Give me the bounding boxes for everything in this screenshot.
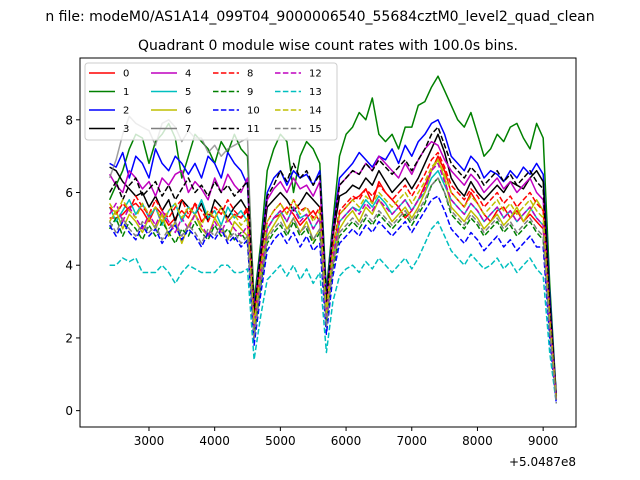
series-line-4 — [108, 140, 558, 400]
series-line-14 — [108, 159, 558, 400]
y-axis: 0 2 4 6 8 — [65, 113, 80, 418]
legend-label-7: 7 — [185, 124, 191, 135]
legend-label-15: 15 — [309, 124, 322, 135]
legend-label-11: 11 — [247, 124, 260, 135]
legend-label-9: 9 — [247, 87, 253, 98]
series-line-13 — [109, 220, 558, 404]
legend-label-3: 3 — [123, 124, 129, 135]
legend-label-1: 1 — [123, 87, 129, 98]
legend-label-2: 2 — [123, 106, 129, 117]
legend-label-12: 12 — [309, 69, 322, 80]
legend-label-5: 5 — [185, 87, 191, 98]
figure-suptitle: n file: modeM0/AS1A14_099T04_9000006540_… — [45, 9, 594, 25]
x-axis: 3000 4000 5000 6000 7000 8000 9000 — [134, 427, 559, 448]
y-tick-label: 2 — [65, 331, 73, 345]
x-tick-label: 8000 — [462, 434, 493, 448]
legend-label-14: 14 — [309, 106, 322, 117]
legend-frame — [84, 62, 338, 141]
legend-label-4: 4 — [185, 69, 191, 80]
x-offset-label: +5.0487e8 — [509, 455, 576, 469]
x-tick-label: 3000 — [134, 434, 165, 448]
x-tick-label: 9000 — [528, 434, 559, 448]
legend-label-10: 10 — [247, 106, 260, 117]
y-tick-label: 8 — [65, 113, 73, 127]
series-line-12 — [108, 162, 558, 400]
series-line-10 — [108, 195, 558, 404]
x-tick-label: 5000 — [265, 434, 296, 448]
series-line-8 — [109, 151, 558, 400]
series-line-15 — [108, 177, 558, 404]
x-tick-label: 6000 — [331, 434, 362, 448]
y-tick-label: 4 — [65, 259, 73, 273]
plot-frame — [79, 57, 577, 428]
x-tick-label: 4000 — [199, 434, 230, 448]
series-line-11 — [108, 126, 558, 400]
legend-label-6: 6 — [185, 106, 191, 117]
series-line-1 — [108, 75, 558, 397]
y-tick-label: 6 — [65, 186, 73, 200]
y-tick-label: 0 — [65, 404, 73, 418]
legend-label-0: 0 — [123, 69, 129, 80]
legend-label-8: 8 — [247, 69, 253, 80]
chart-title: Quadrant 0 module wise count rates with … — [138, 38, 518, 54]
legend-label-13: 13 — [309, 87, 322, 98]
x-tick-label: 7000 — [396, 434, 427, 448]
